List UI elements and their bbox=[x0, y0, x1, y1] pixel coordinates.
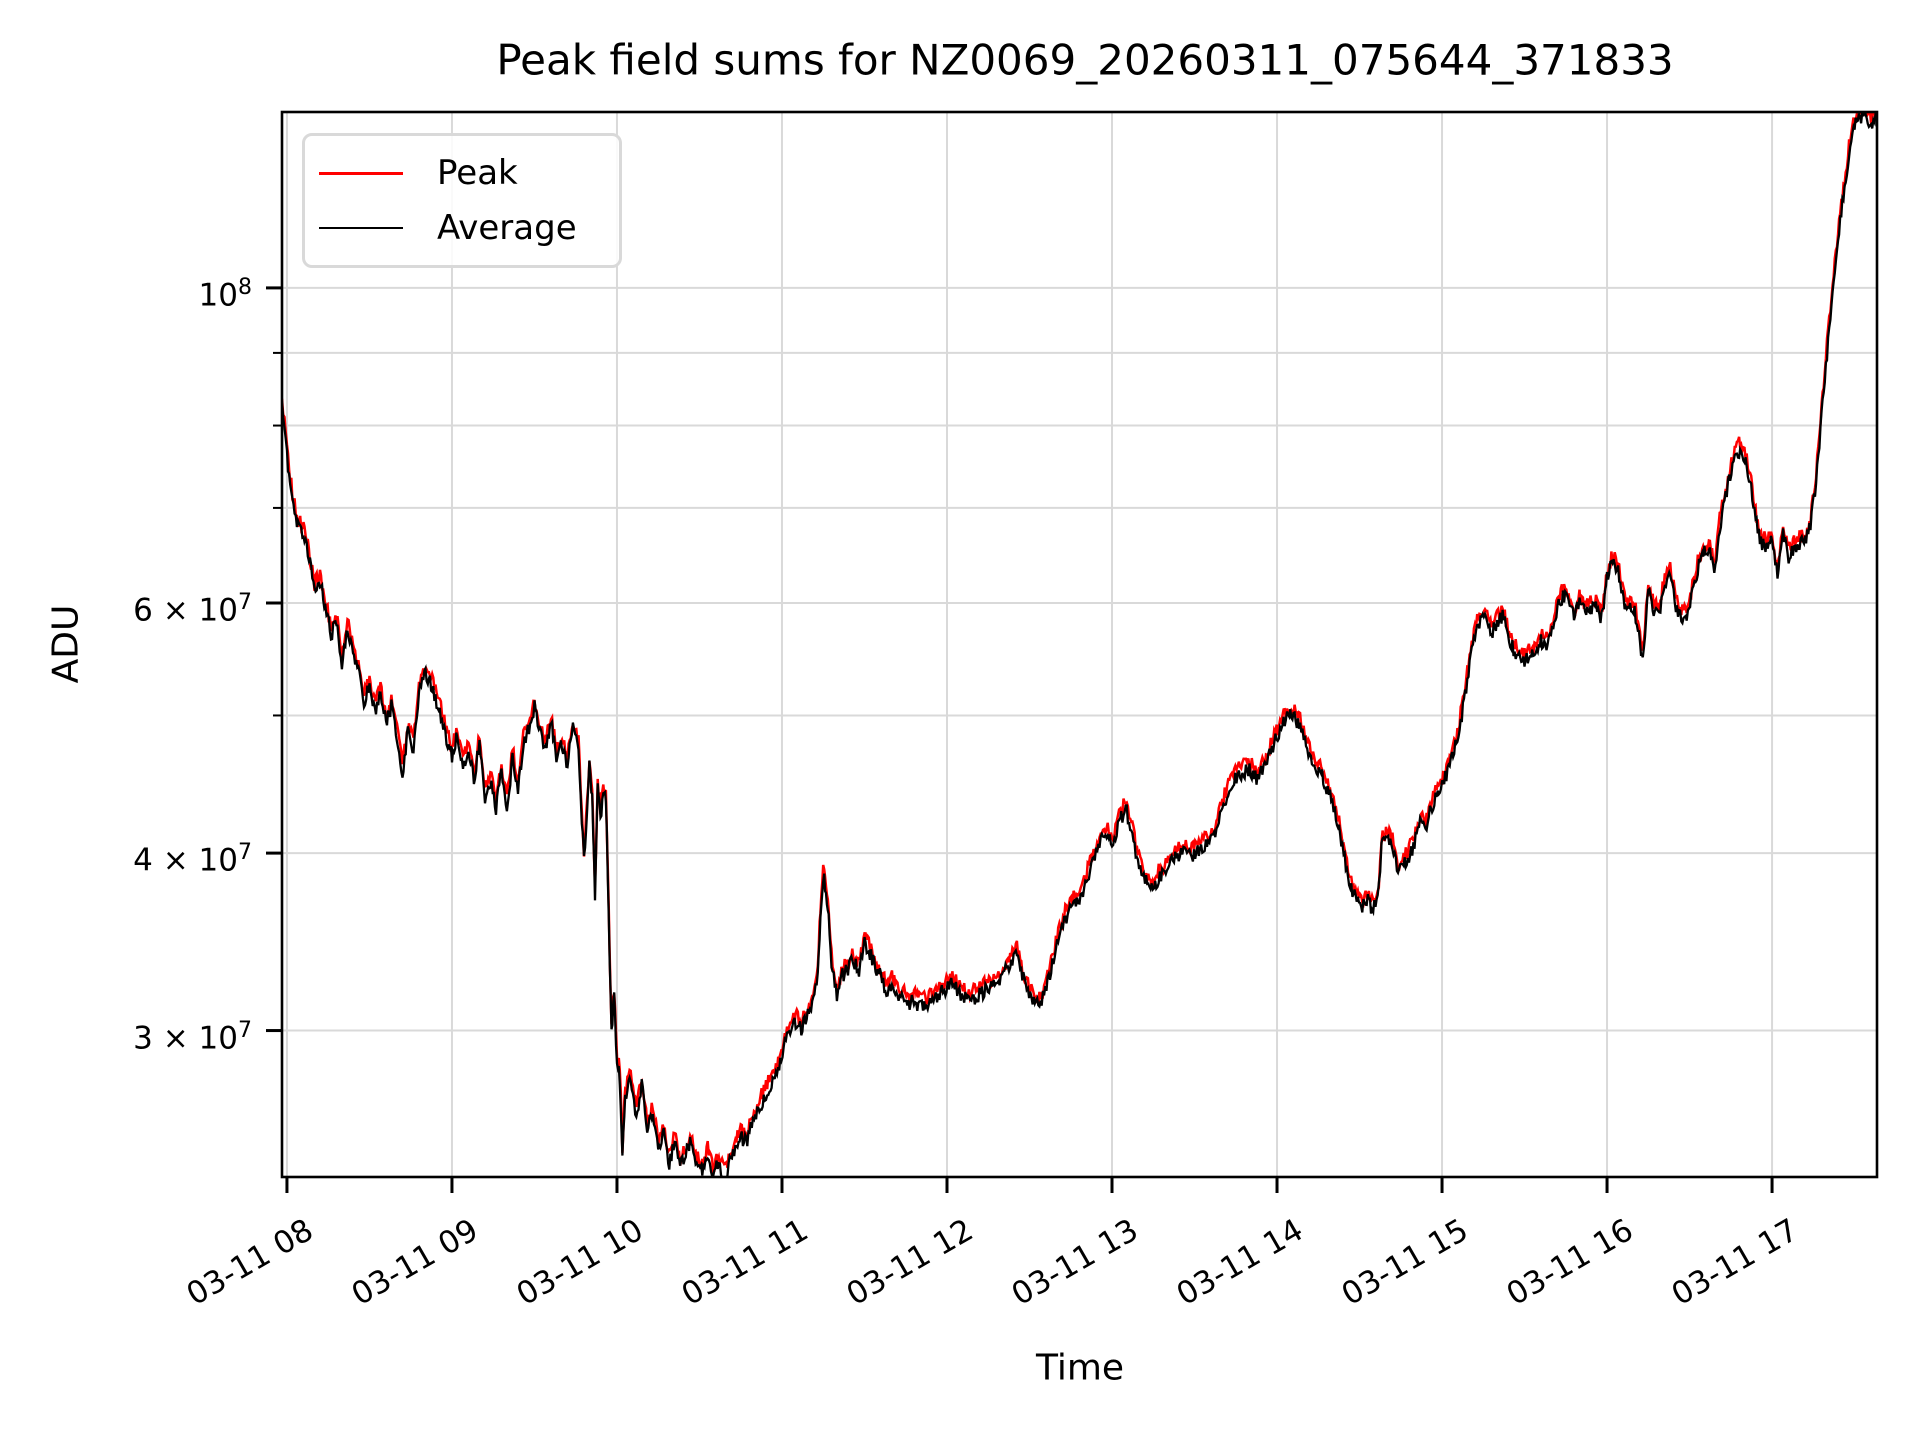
legend-label-average: Average bbox=[437, 207, 577, 248]
y-tick-label: 108 bbox=[198, 274, 252, 314]
peak-line-sample bbox=[319, 171, 403, 175]
y-tick-label: 3 × 107 bbox=[133, 1017, 252, 1056]
y-tick-label: 4 × 107 bbox=[133, 840, 252, 879]
x-axis-label: Time bbox=[1035, 1347, 1125, 1389]
average-series-line bbox=[282, 112, 1877, 1177]
legend-item-peak: Peak bbox=[319, 156, 619, 190]
average-line-sample bbox=[319, 226, 403, 229]
axes-spines bbox=[280, 110, 1879, 1179]
legend-label-peak: Peak bbox=[437, 153, 518, 194]
legend: Peak Average bbox=[302, 133, 622, 268]
y-tick-label: 6 × 107 bbox=[133, 590, 252, 629]
legend-item-average: Average bbox=[319, 211, 619, 245]
y-axis-label: ADU bbox=[45, 604, 87, 684]
chart-title: Peak field sums for NZ0069_20260311_0756… bbox=[496, 35, 1674, 85]
